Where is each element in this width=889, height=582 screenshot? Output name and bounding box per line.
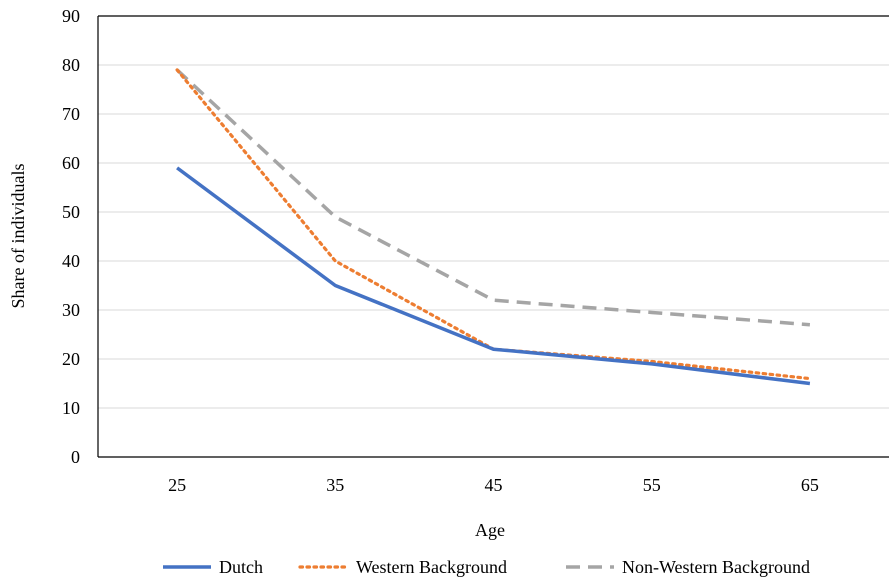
y-tick-label: 30 bbox=[62, 300, 80, 320]
y-tick-label: 0 bbox=[71, 447, 80, 467]
y-tick-label: 20 bbox=[62, 349, 80, 369]
y-tick-label: 70 bbox=[62, 104, 80, 124]
axes bbox=[97, 15, 889, 458]
y-axis-title: Share of individuals bbox=[8, 164, 28, 309]
x-tick-label: 35 bbox=[326, 475, 344, 495]
series-line-non-western-background bbox=[175, 68, 811, 327]
y-tick-label: 60 bbox=[62, 153, 80, 173]
y-tick-label: 40 bbox=[62, 251, 80, 271]
y-tick-label: 10 bbox=[62, 398, 80, 418]
x-axis-title: Age bbox=[475, 520, 505, 540]
legend: Dutch Western Background Non-Western Backg… bbox=[163, 557, 810, 577]
legend-label: Dutch bbox=[219, 557, 263, 577]
x-tick-label: 65 bbox=[801, 475, 819, 495]
series-line-dutch bbox=[176, 166, 811, 386]
y-tick-label: 90 bbox=[62, 6, 80, 26]
legend-label: Western Background bbox=[356, 557, 507, 577]
series-lines bbox=[175, 68, 812, 386]
gridlines bbox=[98, 64, 889, 409]
legend-label: Non-Western Background bbox=[622, 557, 810, 577]
x-tick-label: 25 bbox=[168, 475, 186, 495]
y-tick-label: 50 bbox=[62, 202, 80, 222]
x-tick-label: 55 bbox=[643, 475, 661, 495]
tick-labels: 0 10 20 30 40 50 60 70 80 90 25 35 45 55 65 bbox=[62, 6, 819, 495]
plot-area bbox=[98, 16, 889, 457]
x-tick-label: 45 bbox=[485, 475, 503, 495]
y-tick-label: 80 bbox=[62, 55, 80, 75]
